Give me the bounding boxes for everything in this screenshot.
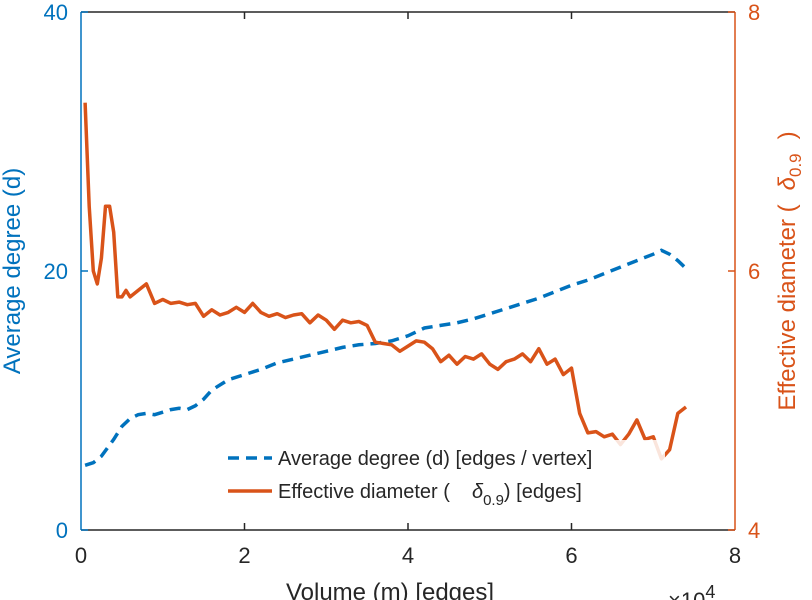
legend-label-suffix: ) [edges] [504, 481, 582, 503]
x-exponent: ×104 [668, 582, 715, 600]
x-tick-label: 8 [729, 543, 741, 568]
y-right-tick-label: 4 [748, 518, 760, 543]
series-line-effective-diameter [83, 102, 688, 461]
y-right-label-prefix: Effective diameter ( [774, 204, 801, 410]
y-left-tick-label: 20 [44, 259, 68, 284]
legend-box [220, 440, 665, 510]
x-exponent-power: 4 [705, 582, 715, 600]
x-tick-label: 0 [75, 543, 87, 568]
series-line-average-degree [84, 248, 688, 467]
x-axis-label: Volume (m) [edges] [286, 579, 494, 600]
y-right-label-subscript: 0.9 [786, 153, 805, 177]
x-tick-label: 4 [402, 543, 414, 568]
tick-marks [81, 11, 735, 531]
y-left-axis-label: Average degree (d) [0, 168, 26, 374]
legend-label-symbol: δ [472, 481, 484, 503]
legend-label-subscript: 0.9 [483, 492, 504, 509]
y-left-tick-label: 40 [44, 0, 68, 25]
x-tick-label: 6 [565, 543, 577, 568]
legend-label-effective-diameter: Effective diameter ( δ0.9) [edges] [278, 481, 582, 509]
y-right-tick-label: 6 [748, 259, 760, 284]
legend-label-prefix: Effective diameter ( [278, 481, 450, 503]
y-right-label-symbol: δ [774, 176, 801, 190]
y-left-tick-label: 0 [56, 518, 68, 543]
y-right-axis-label: Effective diameter ( δ0.9) [774, 131, 805, 410]
x-tick-label: 2 [238, 543, 250, 568]
y-right-tick-label: 8 [748, 0, 760, 25]
legend: Average degree (d) [edges / vertex] Effe… [220, 440, 665, 510]
y-right-label-suffix: ) [774, 131, 801, 139]
legend-label-average-degree: Average degree (d) [edges / vertex] [278, 448, 592, 470]
x-exponent-base: ×10 [668, 588, 705, 600]
